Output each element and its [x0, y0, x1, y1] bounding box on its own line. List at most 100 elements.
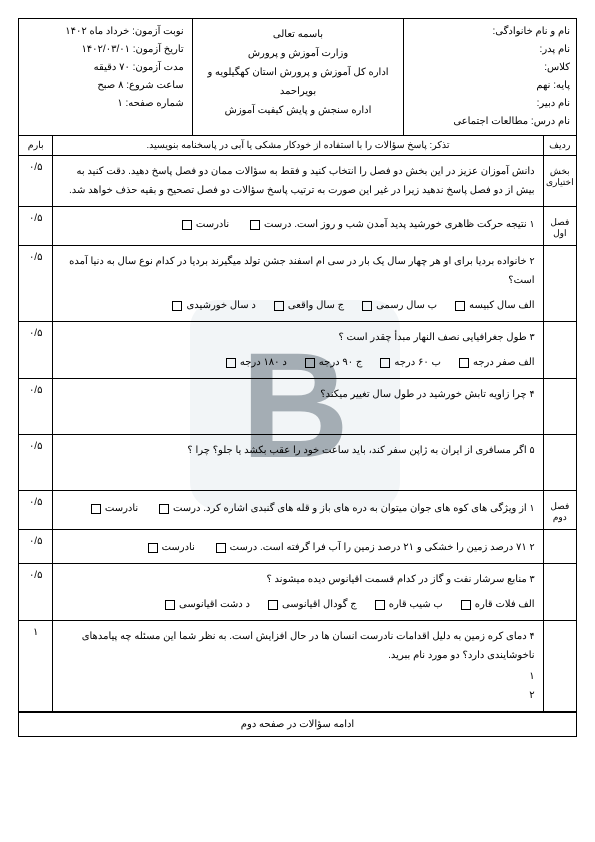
question-row: ۵ اگر مسافری از ایران به ژاپن سفر کند، ب… — [19, 435, 576, 491]
exam-sheet: نام و نام خانوادگی: نام پدر: کلاس: پایه:… — [18, 18, 577, 737]
q-number: ۱ — [529, 503, 534, 514]
q-text: ۷۱ درصد زمین را خشکی و ۲۱ درصد زمین را آ… — [260, 542, 527, 553]
field-teacher: نام دبیر: — [410, 95, 570, 113]
option[interactable]: د سال خورشیدی — [172, 296, 255, 315]
page-number: شماره صفحه: ۱ — [25, 95, 184, 113]
section-label-chap2: فصل دوم — [543, 491, 576, 529]
intro-text: دانش آموزان عزیز در این بخش دو فصل را ان… — [52, 156, 542, 206]
exam-turn: نوبت آزمون: خرداد ماه ۱۴۰۲ — [25, 23, 184, 41]
q-score: ۰/۵ — [19, 435, 52, 490]
checkbox-icon — [274, 301, 284, 311]
header: نام و نام خانوادگی: نام پدر: کلاس: پایه:… — [19, 19, 576, 136]
col-row: ردیف — [543, 136, 576, 155]
col-score: بارم — [19, 136, 52, 155]
option[interactable]: الف صفر درجه — [459, 353, 535, 372]
q-number: ۲ — [529, 542, 534, 553]
q-number: ۵ — [529, 445, 534, 456]
q-score: ۰/۵ — [19, 322, 52, 378]
checkbox-icon — [216, 543, 226, 553]
question-cell: ۲ خانواده بردیا برای او هر چهار سال یک ب… — [52, 246, 542, 321]
office: اداره سنجش و پایش کیفیت آموزش — [199, 101, 398, 120]
q-score: ۰/۵ — [19, 379, 52, 434]
q-text: طول جغرافیایی نصف النهار مبدأ چقدر است ؟ — [338, 332, 526, 343]
option[interactable]: نادرست — [182, 215, 229, 234]
checkbox-icon — [148, 543, 158, 553]
checkbox-icon — [268, 600, 278, 610]
ministry: وزارت آموزش و پرورش — [199, 44, 398, 63]
sub-line: ۱ — [57, 667, 534, 686]
checkbox-icon — [459, 358, 469, 368]
q-number: ۱ — [529, 219, 534, 230]
section-label-chap1: فصل اول — [543, 207, 576, 245]
q-score: ۰/۵ — [19, 530, 52, 563]
q-score: ۰/۵ — [19, 207, 52, 245]
question-row: فصل دوم ۱ از ویژگی های کوه های جوان میتو… — [19, 491, 576, 530]
q-text: خانواده بردیا برای او هر چهار سال یک بار… — [69, 256, 534, 286]
exam-date: تاریخ آزمون: ۱۴۰۲/۰۳/۰۱ — [25, 41, 184, 59]
checkbox-icon — [362, 301, 372, 311]
q-number: ۳ — [529, 574, 534, 585]
option[interactable]: ب ۶۰ درجه — [380, 353, 441, 372]
intro-score: ۰/۵ — [19, 156, 52, 206]
section-label-optional: بخش اختیاری — [543, 156, 576, 206]
option[interactable]: ج گودال اقیانوسی — [268, 595, 357, 614]
checkbox-icon — [461, 600, 471, 610]
checkbox-icon — [226, 358, 236, 368]
exam-start: ساعت شروع: ۸ صبح — [25, 77, 184, 95]
q-text: چرا زاویه تابش خورشید در طول سال تغییر م… — [320, 389, 526, 400]
q-text: منابع سرشار نفت و گاز در کدام قسمت اقیان… — [266, 574, 526, 585]
question-row: فصل اول ۱ نتیجه حرکت ظاهری خورشید پدید آ… — [19, 207, 576, 246]
field-father: نام پدر: — [410, 41, 570, 59]
question-cell: ۴ دمای کره زمین به دلیل اقدامات نادرست ا… — [52, 621, 542, 711]
checkbox-icon — [182, 220, 192, 230]
q-number: ۴ — [529, 631, 534, 642]
field-grade: پایه: نهم — [410, 77, 570, 95]
option[interactable]: درست — [159, 499, 200, 518]
footer-note: ادامه سؤالات در صفحه دوم — [19, 712, 576, 736]
col-note: تذکر: پاسخ سؤالات را با استفاده از خودکا… — [52, 136, 542, 155]
q-score: ۰/۵ — [19, 246, 52, 321]
question-cell: ۳ طول جغرافیایی نصف النهار مبدأ چقدر است… — [52, 322, 542, 378]
q-score: ۰/۵ — [19, 491, 52, 529]
option[interactable]: ج ۹۰ درجه — [305, 353, 363, 372]
q-number: ۴ — [529, 389, 534, 400]
option[interactable]: ب سال رسمی — [362, 296, 437, 315]
option[interactable]: درست — [250, 215, 291, 234]
option[interactable]: درست — [216, 538, 257, 557]
field-class: کلاس: — [410, 59, 570, 77]
question-row: ۴ چرا زاویه تابش خورشید در طول سال تغییر… — [19, 379, 576, 435]
q-number: ۳ — [529, 332, 534, 343]
question-cell: ۱ از ویژگی های کوه های جوان میتوان به در… — [52, 491, 542, 529]
option[interactable]: الف سال کبیسه — [455, 296, 535, 315]
question-row: ۴ دمای کره زمین به دلیل اقدامات نادرست ا… — [19, 621, 576, 712]
checkbox-icon — [91, 504, 101, 514]
intro-row: بخش اختیاری دانش آموزان عزیز در این بخش … — [19, 156, 576, 207]
option[interactable]: نادرست — [91, 499, 138, 518]
q-text: اگر مسافری از ایران به ژاپن سفر کند، بای… — [187, 445, 526, 456]
option[interactable]: ب شیب قاره — [375, 595, 443, 614]
q-score: ۱ — [19, 621, 52, 711]
checkbox-icon — [380, 358, 390, 368]
option[interactable]: ج سال واقعی — [274, 296, 344, 315]
option[interactable]: الف فلات قاره — [461, 595, 535, 614]
sub-line: ۲ — [57, 686, 534, 705]
question-cell: ۴ چرا زاویه تابش خورشید در طول سال تغییر… — [52, 379, 542, 434]
question-row: ۲ ۷۱ درصد زمین را خشکی و ۲۱ درصد زمین را… — [19, 530, 576, 564]
checkbox-icon — [250, 220, 260, 230]
question-row: ۳ منابع سرشار نفت و گاز در کدام قسمت اقی… — [19, 564, 576, 621]
option[interactable]: د ۱۸۰ درجه — [226, 353, 287, 372]
q-number: ۲ — [529, 256, 534, 267]
question-cell: ۲ ۷۱ درصد زمین را خشکی و ۲۱ درصد زمین را… — [52, 530, 542, 563]
checkbox-icon — [455, 301, 465, 311]
option[interactable]: نادرست — [148, 538, 195, 557]
header-exam-info: نوبت آزمون: خرداد ماه ۱۴۰۲ تاریخ آزمون: … — [19, 19, 192, 135]
department: اداره کل آموزش و پرورش استان کهگیلویه و … — [199, 63, 398, 101]
header-student-info: نام و نام خانوادگی: نام پدر: کلاس: پایه:… — [403, 19, 576, 135]
bismillah: باسمه تعالی — [199, 25, 398, 44]
field-subject: نام درس: مطالعات اجتماعی — [410, 113, 570, 131]
column-headers: ردیف تذکر: پاسخ سؤالات را با استفاده از … — [19, 136, 576, 156]
checkbox-icon — [172, 301, 182, 311]
exam-duration: مدت آزمون: ۷۰ دقیقه — [25, 59, 184, 77]
question-cell: ۱ نتیجه حرکت ظاهری خورشید پدید آمدن شب و… — [52, 207, 542, 245]
option[interactable]: د دشت اقیانوسی — [165, 595, 250, 614]
